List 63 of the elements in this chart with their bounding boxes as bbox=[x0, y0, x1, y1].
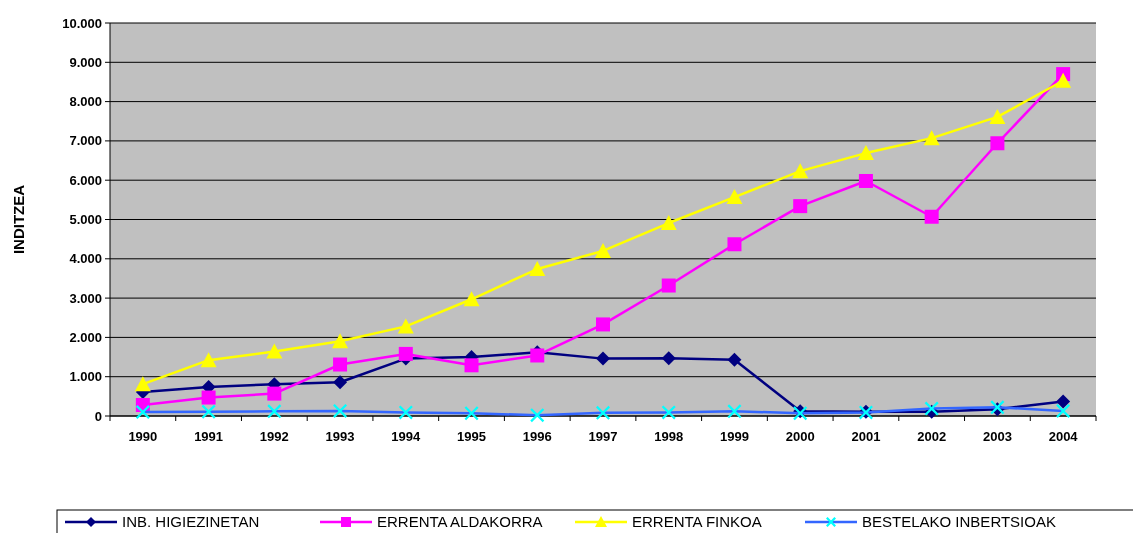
point bbox=[923, 130, 940, 146]
x-tick-label: 2000 bbox=[785, 429, 815, 444]
point bbox=[134, 376, 151, 392]
point bbox=[463, 291, 480, 307]
legend-label: INB. HIGIEZINETAN bbox=[122, 513, 260, 531]
point bbox=[266, 343, 283, 359]
x-tick-label: 1992 bbox=[259, 429, 289, 444]
point bbox=[529, 261, 546, 277]
y-tick-label: 7.000 bbox=[69, 133, 102, 149]
point bbox=[596, 351, 610, 366]
point bbox=[989, 108, 1006, 124]
point bbox=[267, 386, 282, 401]
point bbox=[857, 145, 874, 161]
y-axis-title: INDITZEA bbox=[10, 184, 27, 255]
y-tick-label: 9.000 bbox=[69, 54, 102, 70]
point bbox=[1056, 394, 1071, 409]
point bbox=[793, 199, 808, 214]
point bbox=[596, 317, 610, 332]
legend-label: ERRENTA ALDAKORRA bbox=[377, 513, 543, 531]
y-tick-label: 8.000 bbox=[69, 94, 102, 110]
point bbox=[595, 242, 611, 258]
point bbox=[727, 352, 742, 367]
point bbox=[332, 333, 349, 349]
x-tick-label: 1999 bbox=[720, 429, 749, 444]
x-tick-label: 2003 bbox=[982, 429, 1012, 444]
point bbox=[397, 318, 414, 334]
y-tick-label: 4.000 bbox=[69, 251, 102, 267]
x-tick-label: 2004 bbox=[1048, 429, 1079, 444]
x-tick-label: 1993 bbox=[325, 429, 355, 444]
x-tick-label: 2002 bbox=[917, 429, 947, 444]
point bbox=[792, 163, 809, 179]
legend-label: ERRENTA FINKOA bbox=[632, 513, 762, 531]
x-tick-label: 1996 bbox=[522, 429, 552, 444]
x-tick-label: 2001 bbox=[851, 429, 881, 444]
point bbox=[858, 173, 873, 188]
y-tick-label: 3.000 bbox=[69, 290, 102, 306]
y-tick-label: 5.000 bbox=[69, 212, 102, 228]
y-tick-label: 10.000 bbox=[62, 15, 102, 31]
point bbox=[200, 352, 217, 368]
y-tick-label: 0 bbox=[94, 408, 102, 424]
point bbox=[727, 237, 742, 252]
point bbox=[990, 136, 1005, 151]
legend-label: BESTELAKO INBERTSIOAK bbox=[862, 513, 1056, 531]
x-tick-label: 1994 bbox=[391, 429, 422, 444]
point bbox=[661, 278, 676, 293]
x-tick-label: 1998 bbox=[654, 429, 684, 444]
point bbox=[726, 189, 743, 205]
point bbox=[924, 209, 939, 224]
point bbox=[661, 351, 676, 366]
y-tick-label: 2.000 bbox=[69, 329, 102, 345]
x-tick-label: 1995 bbox=[457, 429, 486, 444]
x-tick-label: 1991 bbox=[194, 429, 224, 444]
point bbox=[660, 215, 677, 231]
point bbox=[398, 346, 413, 361]
x-tick-label: 1997 bbox=[588, 429, 618, 444]
point bbox=[464, 358, 479, 373]
point bbox=[333, 375, 348, 390]
point bbox=[333, 357, 348, 372]
point bbox=[1055, 72, 1072, 88]
y-tick-label: 1.000 bbox=[69, 369, 102, 385]
point bbox=[201, 390, 216, 405]
x-tick-label: 1990 bbox=[128, 429, 158, 444]
y-tick-label: 6.000 bbox=[69, 172, 102, 188]
